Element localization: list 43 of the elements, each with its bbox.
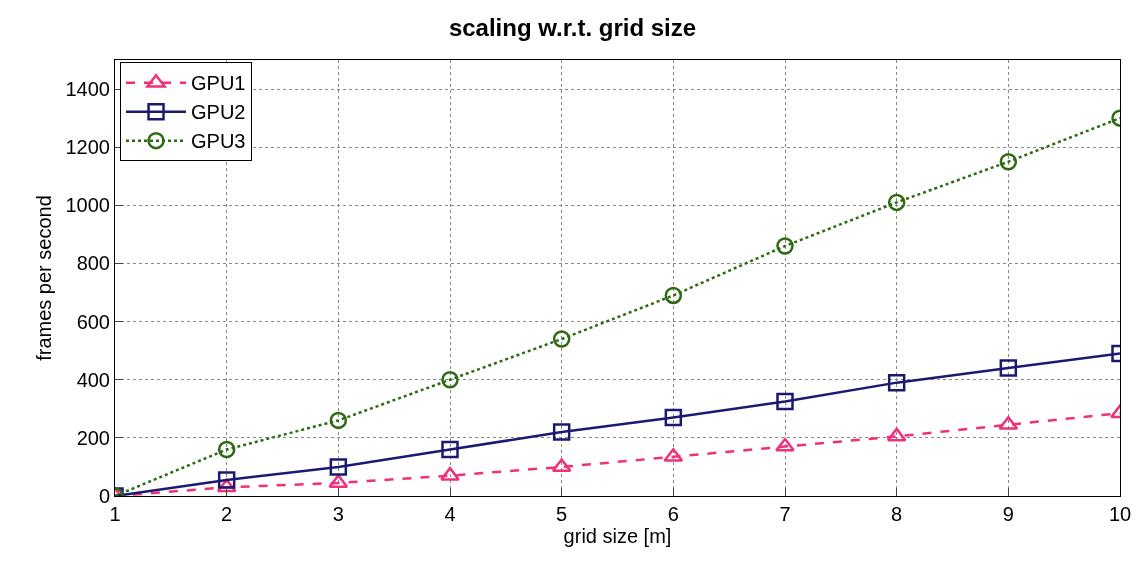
point [552, 423, 571, 441]
y-tick-label: 200 [76, 426, 110, 449]
x-tick-label: 1 [109, 503, 121, 525]
point [217, 440, 236, 459]
x-tick-label: 3 [332, 503, 344, 525]
y-tick-label: 400 [76, 368, 110, 391]
legend-label: GPU1 [191, 72, 246, 95]
point [664, 286, 683, 305]
x-tick-label: 5 [556, 503, 568, 525]
point [999, 359, 1018, 377]
y-axis-title: frames per second [33, 195, 55, 361]
point [329, 458, 348, 476]
y-tick-label: 0 [98, 485, 110, 507]
legend-label: GPU3 [191, 130, 246, 153]
y-tick-label: 600 [76, 310, 110, 333]
point [217, 471, 236, 489]
point [329, 411, 348, 430]
y-tick-label: 1200 [65, 136, 110, 159]
point [440, 466, 460, 481]
x-axis-title: grid size [m] [563, 525, 672, 547]
y-tick-label: 1000 [65, 194, 110, 217]
point [776, 392, 794, 411]
x-tick-label: 8 [891, 503, 903, 525]
y-tick-label: 1400 [65, 78, 110, 101]
point [441, 440, 459, 459]
chart-title: scaling w.r.t. grid size [448, 14, 697, 42]
point [552, 330, 571, 348]
point [664, 408, 683, 427]
point [775, 437, 795, 452]
point [886, 427, 907, 442]
point [441, 370, 459, 389]
x-tick-label: 6 [667, 503, 679, 525]
x-tick-label: 7 [779, 503, 791, 525]
x-tick-label: 2 [221, 503, 233, 525]
y-tick-label: 800 [76, 252, 110, 275]
point [887, 373, 906, 392]
point [999, 152, 1018, 171]
x-tick-label: 9 [1002, 503, 1014, 525]
point [887, 193, 906, 212]
point [776, 237, 794, 255]
x-tick-label: 4 [444, 503, 456, 525]
x-tick-label: 10 [1108, 503, 1132, 525]
legend-label: GPU2 [191, 101, 246, 124]
